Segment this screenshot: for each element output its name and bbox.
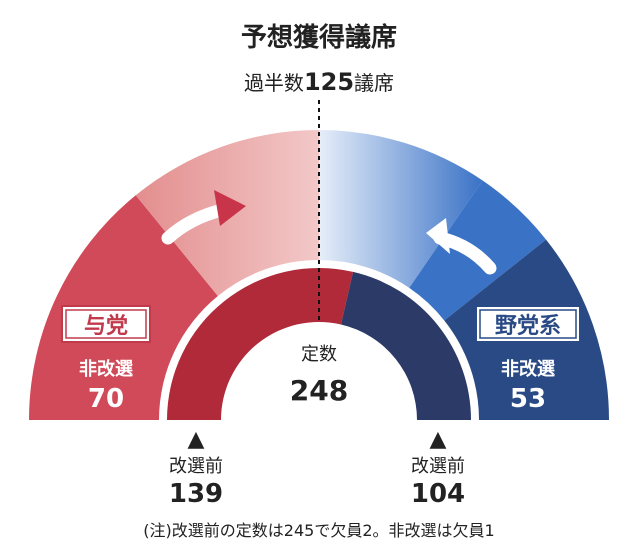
opposition-party-box [475, 305, 581, 343]
ruling-party-name: 与党 [84, 314, 128, 339]
inner-ring [167, 268, 471, 421]
majority-value: 125 [304, 68, 354, 96]
ruling-previous-segment [167, 268, 354, 421]
total-label: 定数 [301, 344, 337, 365]
ruling-arrow-head [214, 190, 246, 226]
opposition-noncontested-label: 非改選 [501, 358, 555, 380]
ruling-party-box [61, 305, 151, 343]
majority-prefix: 過半数 [244, 71, 304, 95]
opposition-pointer-icon: ▲ [430, 427, 447, 452]
ruling-pointer-icon: ▲ [188, 427, 205, 452]
ruling-noncontested-value: 70 [88, 384, 124, 414]
opposition-previous-label: 改選前 [411, 456, 465, 477]
opposition-noncontested-value: 53 [510, 384, 546, 414]
ruling-noncontested-label: 非改選 [79, 358, 133, 380]
opposition-previous-segment [340, 271, 471, 420]
chart-note: (注)改選前の定数は245で欠員2。非改選は欠員1 [143, 521, 494, 540]
majority-unit: 議席 [354, 71, 394, 95]
majority-label: 過半数125議席 [244, 68, 394, 96]
opposition-previous-value: 104 [411, 479, 465, 509]
total-value: 248 [290, 374, 348, 407]
ruling-previous-label: 改選前 [169, 456, 223, 477]
opposition-arrow-head [426, 218, 450, 254]
ruling-previous-value: 139 [169, 479, 223, 509]
contested-fade-segment [319, 130, 483, 288]
ruling-arrow [161, 203, 229, 245]
chart-title: 予想獲得議席 [241, 22, 397, 53]
opposition-party-name: 野党系 [495, 314, 561, 339]
